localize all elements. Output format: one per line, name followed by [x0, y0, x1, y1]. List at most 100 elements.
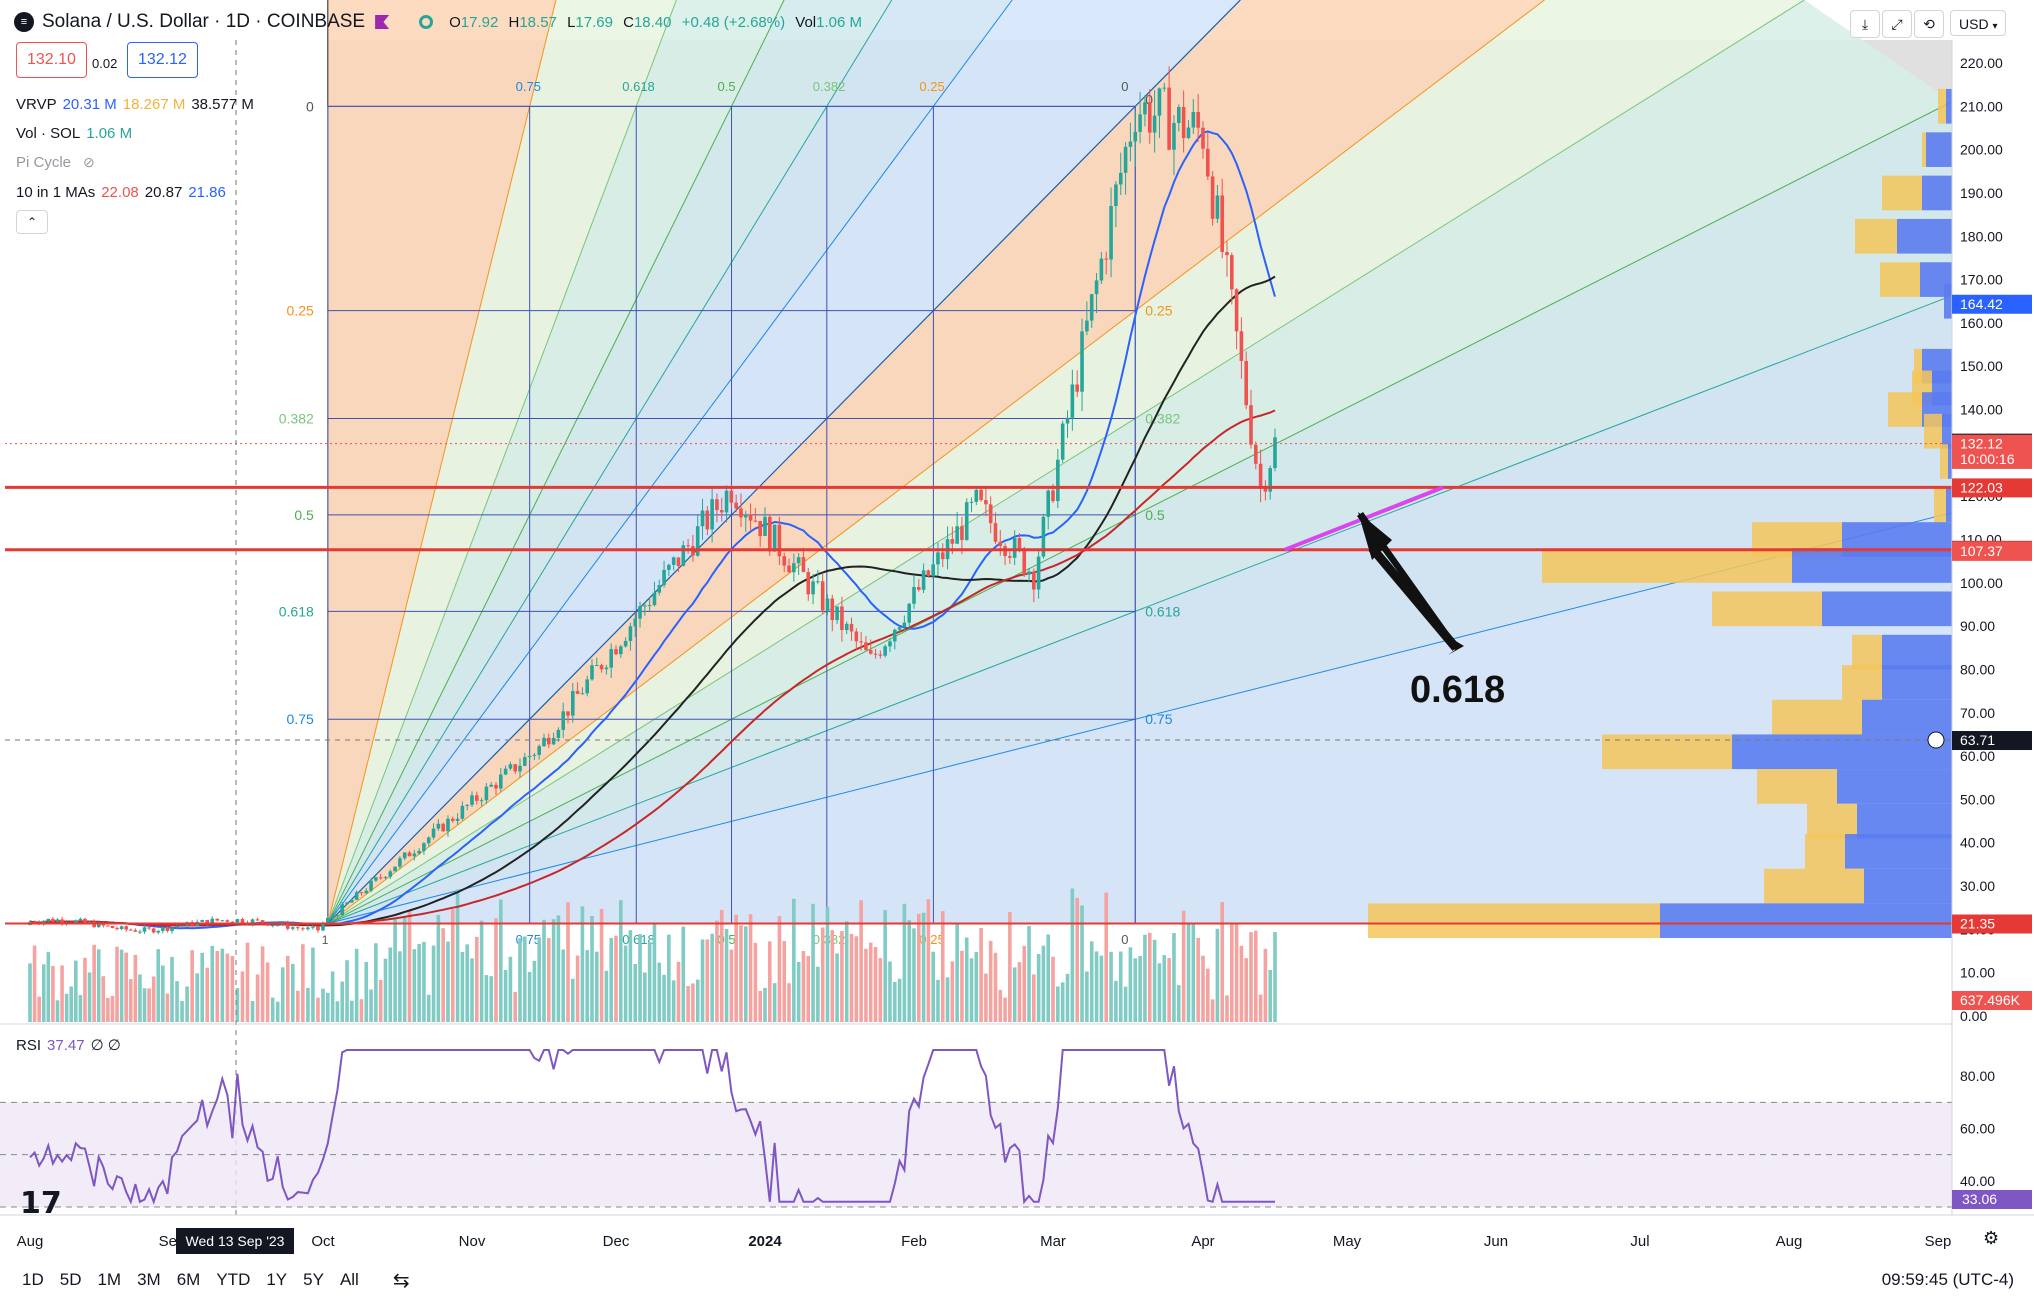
time-label: Aug: [17, 1233, 44, 1250]
price-tick: 190.00: [1960, 185, 2003, 201]
candle-body: [508, 764, 513, 769]
volume-bar: [1032, 974, 1036, 1022]
price-tag[interactable]: 164.42: [1952, 294, 2032, 314]
volume-bar: [623, 945, 628, 1022]
symbol-title[interactable]: Solana / U.S. Dollar · 1D · COINBASE: [42, 11, 366, 32]
volume-bar: [859, 900, 863, 1022]
solana-logo-icon: ≡: [14, 12, 34, 32]
candle-body: [907, 603, 911, 623]
crosshair-date-tag[interactable]: Wed 13 Sep '23: [176, 1228, 294, 1254]
time-axis[interactable]: Aug Sep Oct Nov Dec 2024 Feb Mar Apr May Jun Jul Aug…: [0, 1214, 2034, 1254]
vrvp-legend[interactable]: VRVP 20.31 M 18.267 M 38.577 M: [16, 96, 254, 113]
candle-body: [1172, 123, 1176, 150]
candle-body: [296, 927, 300, 929]
volume-bar: [969, 958, 974, 1022]
volume-bars: [28, 888, 1277, 1022]
range-button-5y[interactable]: 5Y: [303, 1270, 324, 1289]
volume-bar: [542, 919, 546, 1022]
candle-body: [1181, 107, 1186, 138]
candle-body: [1206, 148, 1210, 177]
sell-price-button[interactable]: 132.10: [16, 42, 87, 78]
mas-legend[interactable]: 10 in 1 MAs 22.08 20.87 21.86: [16, 184, 226, 201]
price-tag-text: 10:00:16: [1960, 451, 2015, 467]
price-tag[interactable]: 122.03: [1952, 478, 2032, 498]
hidden-eye-icon[interactable]: ⊘: [83, 154, 95, 170]
pi-cycle-legend[interactable]: Pi Cycle ⊘: [16, 154, 95, 171]
candle-body: [119, 926, 124, 929]
add-alert-icon[interactable]: [1927, 731, 1945, 749]
time-label: Aug: [1776, 1233, 1803, 1250]
range-button-3m[interactable]: 3M: [137, 1270, 161, 1289]
range-button-1d[interactable]: 1D: [22, 1270, 44, 1289]
currency-select[interactable]: USD ▾: [1950, 10, 2006, 36]
volume-bar: [931, 951, 935, 1022]
volume-bar: [55, 1000, 60, 1022]
price-tag-bg: [1952, 294, 2032, 314]
volume-bar: [926, 899, 931, 1022]
price-tag[interactable]: 637.496K: [1952, 991, 2032, 1010]
volume-bar: [561, 949, 565, 1022]
volume-bar: [475, 936, 479, 1022]
vp-up-bar: [1922, 132, 1926, 167]
rsi-tag[interactable]: 33.06: [1952, 1189, 2032, 1209]
price-axis[interactable]: 220.00 210.00 200.00 190.00 180.00 170.00 160.…: [1927, 0, 2034, 1258]
screenshot-icon[interactable]: ⟲: [1914, 10, 1944, 38]
range-button-1m[interactable]: 1M: [97, 1270, 122, 1289]
candle-body: [537, 746, 541, 755]
annotation-arrow-head[interactable]: [1358, 512, 1392, 560]
settings-icon[interactable]: ⚙: [1983, 1228, 2000, 1248]
annotation-layer[interactable]: 0.618: [1283, 485, 1505, 711]
visibility-icon[interactable]: [419, 15, 434, 29]
volume-bar: [255, 974, 260, 1022]
fib-left-label: 0.5: [294, 507, 314, 523]
range-button-ytd[interactable]: YTD: [216, 1270, 251, 1289]
range-button-all[interactable]: All: [339, 1270, 359, 1289]
candle-body: [345, 902, 349, 905]
volume-bar: [195, 973, 199, 1022]
fullscreen-icon[interactable]: ⤢: [1882, 10, 1912, 38]
price-tag[interactable]: 10:00:16: [1952, 449, 2032, 469]
candle-body: [753, 520, 758, 522]
volume-bar: [1230, 922, 1234, 1022]
volume-bar: [873, 946, 878, 1022]
price-tag[interactable]: 21.35: [1952, 914, 2032, 934]
volume-bar: [32, 945, 37, 1022]
volume-bar: [378, 979, 383, 1022]
price-tag[interactable]: 107.37: [1952, 541, 2032, 561]
candle-body: [695, 526, 700, 556]
volume-bar: [854, 936, 859, 1022]
volume-bar: [156, 949, 161, 1022]
clock-readout[interactable]: 09:59:45 (UTC-4): [1881, 1270, 2014, 1289]
fib-bottom-label: 0.25: [919, 932, 944, 947]
annotation-arrow-shaft[interactable]: [1368, 545, 1460, 651]
fib-bottom-label: 0: [1121, 932, 1128, 947]
volume-bar: [647, 942, 652, 1022]
volume-bar: [691, 983, 695, 1022]
annotation-label[interactable]: 0.618: [1410, 669, 1505, 711]
price-tag[interactable]: 63.71: [1952, 731, 2032, 751]
collapse-legend-button[interactable]: ⌃: [16, 210, 48, 234]
range-button-6m[interactable]: 6M: [176, 1270, 201, 1289]
candle-body: [628, 626, 633, 641]
buy-price-button[interactable]: 132.12: [127, 42, 198, 78]
candle-body: [1225, 252, 1229, 256]
horizontal-lines[interactable]: [5, 40, 1952, 1215]
candle-body: [916, 587, 921, 590]
rsi-legend[interactable]: RSI 37.47 ∅ ∅: [16, 1036, 121, 1055]
date-range-icon[interactable]: ⇆: [392, 1269, 410, 1292]
download-icon[interactable]: ⤓: [1850, 10, 1880, 38]
candle-body: [623, 640, 628, 647]
range-button-1y[interactable]: 1Y: [266, 1270, 288, 1289]
price-tick: 70.00: [1960, 705, 1995, 721]
candle-body: [652, 592, 657, 606]
candle-body: [734, 502, 738, 509]
candle-body: [1143, 102, 1147, 115]
volume-legend[interactable]: Vol · SOL 1.06 M: [16, 125, 133, 142]
price-tag[interactable]: 132.12: [1952, 434, 2032, 454]
volume-bar: [417, 943, 421, 1022]
volume-bar: [936, 979, 940, 1022]
volume-bar: [275, 1001, 280, 1022]
range-button-5d[interactable]: 5D: [59, 1270, 82, 1289]
